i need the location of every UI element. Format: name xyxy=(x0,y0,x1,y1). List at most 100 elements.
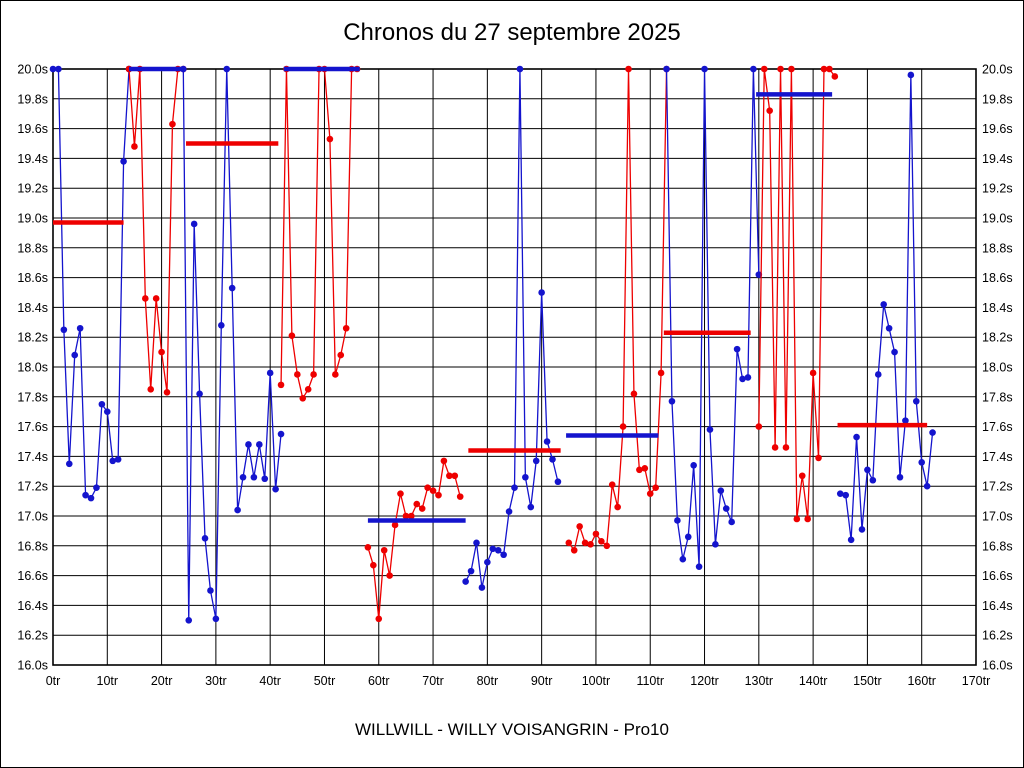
x-axis-label: 140tr xyxy=(799,674,828,688)
lap-time-point-heat-4 xyxy=(288,332,296,340)
plot-frame xyxy=(52,68,977,666)
y-axis-label-left: 19.4s xyxy=(17,152,48,166)
lap-time-point-heat-9 xyxy=(777,65,784,73)
x-axis-label: 150tr xyxy=(853,674,882,688)
lap-time-line-heat-10 xyxy=(840,74,934,540)
lap-time-point-heat-1 xyxy=(82,491,89,499)
lap-time-point-heat-7 xyxy=(608,481,616,489)
y-axis-label-right: 17.4s xyxy=(982,450,1013,464)
lap-time-point-heat-7 xyxy=(592,530,600,538)
lap-time-point-heat-8 xyxy=(733,345,741,353)
lap-time-point-heat-4 xyxy=(326,135,334,143)
x-axis-label: 40tr xyxy=(259,674,281,688)
lap-time-point-heat-3 xyxy=(250,473,258,481)
lap-time-point-heat-8 xyxy=(663,65,670,73)
lap-time-point-heat-3 xyxy=(256,441,263,448)
lap-time-point-heat-4 xyxy=(337,351,345,359)
y-axis-label-right: 16.6s xyxy=(982,569,1013,583)
lap-time-point-heat-9 xyxy=(766,107,773,115)
lap-time-point-heat-8 xyxy=(739,375,746,383)
lap-time-point-heat-10 xyxy=(864,466,871,474)
y-axis-label-right: 17.6s xyxy=(982,420,1013,434)
lap-time-point-heat-10 xyxy=(912,397,920,405)
lap-time-point-heat-8 xyxy=(701,65,708,73)
lap-time-point-heat-5 xyxy=(446,472,453,480)
lap-time-point-heat-8 xyxy=(695,563,703,570)
lap-time-line-heat-7 xyxy=(568,68,668,552)
lap-time-point-heat-3 xyxy=(185,617,193,624)
lap-time-point-heat-9 xyxy=(782,444,790,451)
y-axis-label-right: 19.2s xyxy=(982,182,1013,196)
y-axis-label-right: 16.0s xyxy=(982,659,1013,673)
lap-time-point-heat-5 xyxy=(418,505,426,512)
chart-title: Chronos du 27 septembre 2025 xyxy=(343,19,681,46)
x-axis-label: 0tr xyxy=(46,674,61,688)
lap-time-point-heat-6 xyxy=(532,457,540,465)
x-axis-label: 10tr xyxy=(97,674,119,688)
x-axis-label: 100tr xyxy=(582,674,611,688)
lap-time-point-heat-8 xyxy=(684,533,692,541)
lap-time-point-heat-5 xyxy=(380,546,388,554)
lap-time-point-heat-10 xyxy=(836,490,844,497)
lap-time-point-heat-5 xyxy=(413,500,421,508)
y-axis-label-left: 18.4s xyxy=(17,301,48,315)
y-axis-label-right: 17.2s xyxy=(982,480,1013,494)
lap-time-point-heat-1 xyxy=(120,158,127,165)
y-axis-label-left: 16.2s xyxy=(17,629,48,643)
lap-time-point-heat-9 xyxy=(820,65,828,73)
y-axis-label-right: 17.8s xyxy=(982,390,1013,404)
lap-time-point-heat-5 xyxy=(364,543,372,551)
lap-time-point-heat-6 xyxy=(549,456,556,463)
lap-time-point-heat-9 xyxy=(788,65,795,73)
lap-time-point-heat-3 xyxy=(239,473,247,481)
lap-time-point-heat-6 xyxy=(505,508,513,515)
lap-time-point-heat-4 xyxy=(277,381,285,389)
lap-time-point-heat-9 xyxy=(755,423,763,430)
lap-time-point-heat-3 xyxy=(261,475,269,483)
lap-time-point-heat-4 xyxy=(304,386,312,393)
lap-time-point-heat-1 xyxy=(114,456,122,463)
lap-time-point-heat-10 xyxy=(874,371,882,378)
lap-time-point-heat-8 xyxy=(706,426,714,433)
y-axis-label-left: 17.2s xyxy=(17,480,48,494)
lap-time-point-heat-8 xyxy=(728,518,735,526)
lap-time-line-heat-6 xyxy=(465,68,559,588)
lap-time-point-heat-2 xyxy=(131,143,138,150)
lap-time-point-heat-10 xyxy=(891,348,898,356)
lap-time-point-heat-8 xyxy=(750,65,757,73)
lap-time-point-heat-6 xyxy=(516,65,524,73)
y-axis-label-right: 18.4s xyxy=(982,301,1013,315)
lap-time-point-heat-9 xyxy=(804,515,811,523)
lap-time-point-heat-7 xyxy=(614,503,621,511)
lap-time-point-heat-7 xyxy=(636,466,643,474)
lap-time-point-heat-6 xyxy=(494,546,502,554)
y-axis-label-right: 19.8s xyxy=(982,92,1013,106)
lap-time-point-heat-10 xyxy=(869,476,877,484)
x-axis-label: 110tr xyxy=(636,674,664,688)
y-axis-label-right: 18.2s xyxy=(982,331,1013,345)
lap-time-point-heat-7 xyxy=(603,542,611,550)
lap-time-point-heat-10 xyxy=(918,459,926,466)
lap-time-point-heat-6 xyxy=(554,478,562,486)
x-axis-label: 130tr xyxy=(745,674,774,688)
y-axis-label-left: 16.8s xyxy=(17,539,48,553)
lap-time-point-heat-3 xyxy=(212,615,220,623)
lap-time-line-heat-3 xyxy=(182,68,282,621)
lap-time-point-heat-1 xyxy=(49,65,57,73)
lap-time-point-heat-3 xyxy=(190,220,198,228)
lap-time-point-heat-5 xyxy=(456,493,464,500)
x-axis-label: 60tr xyxy=(368,674,390,688)
lap-time-point-heat-7 xyxy=(641,465,649,472)
y-axis-label-right: 18.8s xyxy=(982,241,1013,255)
lap-time-point-heat-5 xyxy=(440,457,448,465)
y-axis-label-right: 18.0s xyxy=(982,361,1013,375)
lap-time-point-heat-4 xyxy=(299,394,307,402)
lap-time-point-heat-1 xyxy=(76,324,84,332)
lap-time-point-heat-7 xyxy=(625,65,632,73)
lap-time-point-heat-5 xyxy=(402,512,410,520)
y-axis-label-right: 19.4s xyxy=(982,152,1013,166)
y-axis-label-right: 19.0s xyxy=(982,212,1013,226)
lap-time-point-heat-9 xyxy=(831,73,839,80)
y-axis-label-right: 16.8s xyxy=(982,539,1013,553)
lap-time-point-heat-8 xyxy=(717,487,725,494)
